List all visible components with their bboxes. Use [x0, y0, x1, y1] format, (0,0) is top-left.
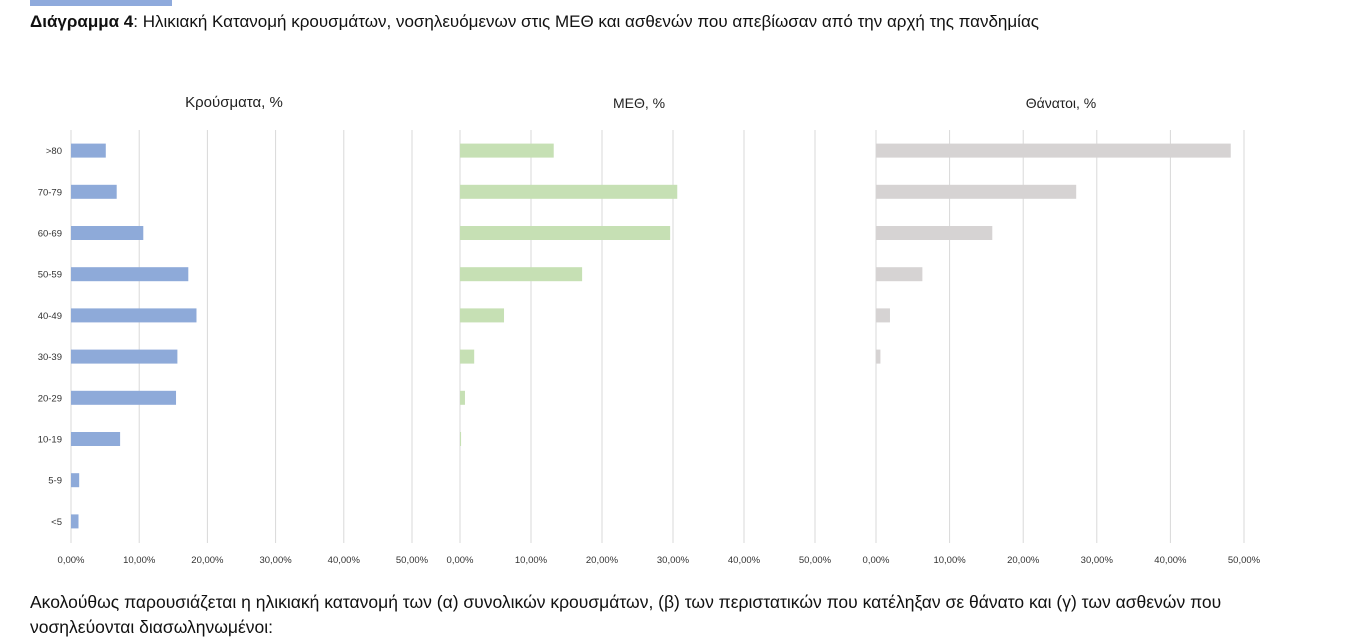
- cases-bar: [71, 349, 178, 364]
- deaths-bar: [876, 226, 993, 240]
- icu-x-tick-label: 40,00%: [728, 555, 761, 566]
- charts-area: 0,00% 10,00% 20,00% 30,00% 40,00% 50,00% >80 70…: [38, 130, 1261, 566]
- category-label: 70-79: [38, 187, 62, 198]
- icu-bar: [460, 308, 505, 323]
- panel-title-deaths: Θάνατοι, %: [1025, 95, 1097, 111]
- icu-bar: [460, 432, 462, 446]
- deaths-x-tick-label: 0,00%: [863, 555, 890, 566]
- category-label: <5: [51, 517, 62, 528]
- icu-bar: [460, 267, 583, 282]
- header-accent-bar: [30, 0, 172, 6]
- deaths-bar: [876, 184, 1077, 199]
- caption-label: Διάγραμμα 4: [30, 12, 134, 31]
- cases-bar: [71, 390, 177, 405]
- deaths-x-tick-label: 30,00%: [1081, 555, 1114, 566]
- icu-bar: [460, 390, 465, 405]
- icu-x-tick-label: 0,00%: [447, 555, 474, 566]
- cases-bar: [71, 514, 79, 529]
- body-paragraph: Ακολούθως παρουσιάζεται η ηλικιακή καταν…: [30, 592, 1222, 637]
- category-label: >80: [46, 146, 62, 157]
- icu-x-tick-label: 10,00%: [515, 555, 548, 566]
- cases-bar: [71, 308, 197, 323]
- category-label: 5-9: [48, 476, 62, 487]
- panel-title-cases: Κρούσματα, %: [185, 94, 283, 111]
- deaths-bar: [876, 308, 890, 323]
- category-label: 50-59: [38, 270, 62, 281]
- icu-bar: [460, 226, 671, 240]
- icu-bar: [460, 143, 554, 158]
- category-label: 10-19: [38, 435, 62, 446]
- deaths-bar: [876, 267, 923, 282]
- cases-bar: [71, 226, 144, 240]
- cases-bar: [71, 473, 80, 488]
- cases-x-tick-label: 30,00%: [259, 555, 292, 566]
- figure-caption: Διάγραμμα 4: Ηλικιακή Κατανομή κρουσμάτω…: [30, 12, 1039, 32]
- cases-bar: [71, 432, 121, 446]
- icu-bar: [460, 184, 678, 199]
- deaths-bar: [876, 143, 1231, 158]
- category-label: 60-69: [38, 229, 62, 240]
- category-label: 20-29: [38, 393, 62, 404]
- cases-x-tick-label: 20,00%: [191, 555, 224, 566]
- caption-text: : Ηλικιακή Κατανομή κρουσμάτων, νοσηλευό…: [133, 12, 1039, 31]
- cases-bar: [71, 143, 106, 158]
- cases-x-tick-label: 50,00%: [396, 555, 429, 566]
- panel-title-icu: ΜΕΘ, %: [612, 95, 666, 111]
- category-label: 30-39: [38, 352, 62, 363]
- deaths-x-tick-label: 40,00%: [1154, 555, 1187, 566]
- cases-x-tick-label: 10,00%: [123, 555, 156, 566]
- icu-bar: [460, 349, 475, 364]
- icu-x-tick-label: 30,00%: [657, 555, 690, 566]
- cases-x-tick-label: 0,00%: [58, 555, 85, 566]
- deaths-bar: [876, 349, 881, 364]
- cases-bar: [71, 184, 117, 199]
- icu-x-tick-label: 20,00%: [586, 555, 619, 566]
- cases-bar: [71, 267, 189, 282]
- deaths-x-tick-label: 10,00%: [933, 555, 966, 566]
- cases-x-tick-label: 40,00%: [328, 555, 361, 566]
- category-label: 40-49: [38, 311, 62, 322]
- deaths-x-tick-label: 50,00%: [1228, 555, 1261, 566]
- deaths-x-tick-label: 20,00%: [1007, 555, 1040, 566]
- icu-x-tick-label: 50,00%: [799, 555, 832, 566]
